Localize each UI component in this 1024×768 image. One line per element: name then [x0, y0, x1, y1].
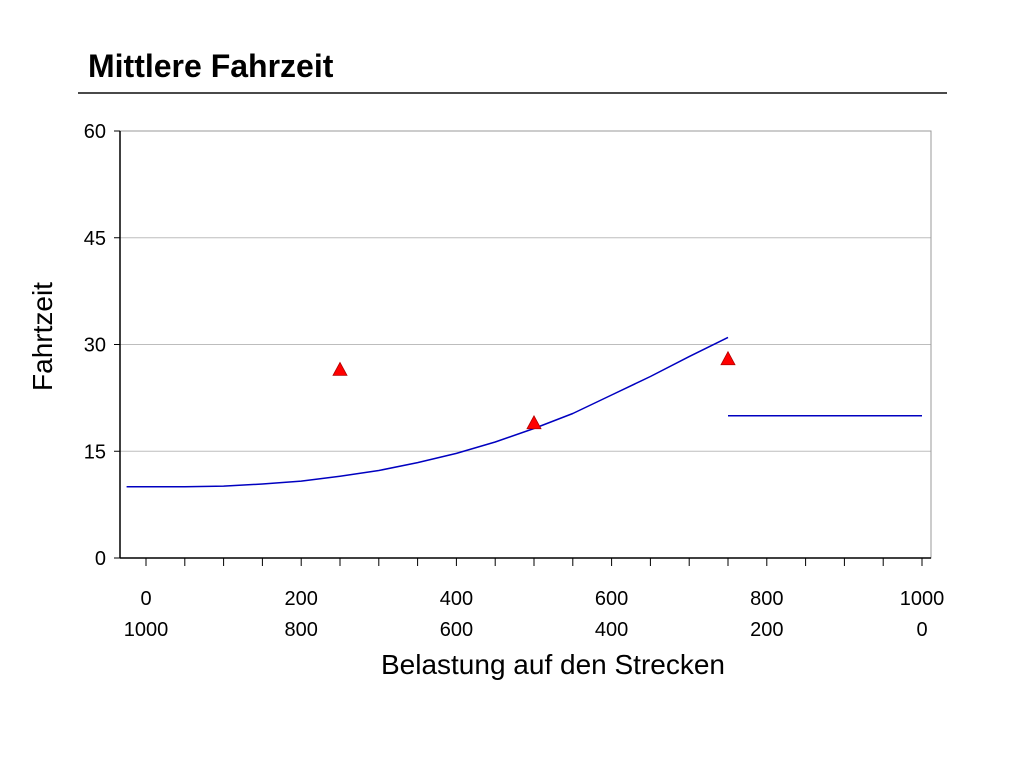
triangle-marker [720, 350, 736, 366]
y-tick-label: 45 [84, 228, 106, 250]
x-axis-title: Belastung auf den Strecken [381, 649, 725, 680]
gridlines [120, 130, 931, 452]
x-tick-label: 800 [750, 588, 783, 610]
x-tick-label: 1000 [900, 588, 945, 610]
y-tick-label: 60 [84, 121, 106, 143]
axes: 0153045600100020080040060060040080020010… [84, 121, 945, 641]
slide-title: Mittlere Fahrzeit [88, 48, 334, 84]
x-tick-label-secondary: 200 [750, 619, 783, 641]
title-divider [78, 92, 947, 94]
y-tick-label: 0 [95, 548, 106, 570]
x-tick-label-secondary: 400 [595, 619, 628, 641]
x-tick-label: 400 [440, 588, 473, 610]
x-tick-label-secondary: 800 [285, 619, 318, 641]
x-tick-label-secondary: 600 [440, 619, 473, 641]
x-tick-label-secondary: 1000 [124, 619, 169, 641]
x-tick-label: 600 [595, 588, 628, 610]
y-tick-label: 15 [84, 441, 106, 463]
axis-labels: Fahrtzeit Belastung auf den Strecken [27, 282, 725, 680]
triangle-marker [332, 361, 348, 376]
triangle-marker [526, 414, 542, 430]
series-line-1 [126, 336, 729, 488]
y-tick-label: 30 [84, 335, 106, 357]
x-tick-label-secondary: 0 [916, 619, 927, 641]
x-tick-label: 200 [285, 588, 318, 610]
y-axis-title: Fahrtzeit [27, 282, 58, 391]
x-tick-label: 0 [140, 588, 151, 610]
series [126, 336, 922, 488]
